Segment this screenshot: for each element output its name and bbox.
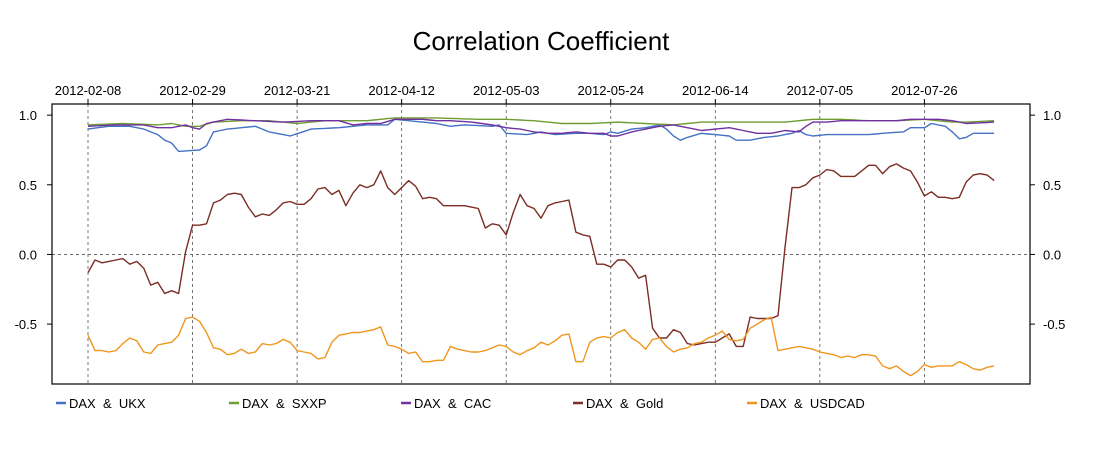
x-tick-label: 2012-07-05 bbox=[787, 83, 854, 98]
y-tick-label-right: -0.5 bbox=[1043, 317, 1065, 332]
y-tick-label-right: 0.5 bbox=[1043, 178, 1061, 193]
y-tick-label-left: 0.0 bbox=[19, 247, 37, 262]
plot-frame bbox=[51, 103, 1031, 385]
x-tick-label: 2012-02-08 bbox=[55, 83, 122, 98]
series-line bbox=[87, 163, 995, 348]
y-tick-label-left: 0.5 bbox=[19, 178, 37, 193]
y-tick-label-left: 1.0 bbox=[19, 108, 37, 123]
legend-label: DAX & UKX bbox=[69, 396, 146, 411]
y-axis-ticks: 1.0 1.0 0.5 0.5 0.0 0.0 -0.5 -0.5 bbox=[15, 108, 1066, 332]
series-line bbox=[87, 118, 995, 153]
legend-label: DAX & Gold bbox=[586, 396, 663, 411]
x-tick-label: 2012-05-24 bbox=[578, 83, 645, 98]
legend-label: DAX & CAC bbox=[414, 396, 491, 411]
series-line bbox=[87, 117, 995, 128]
legend-label: DAX & SXXP bbox=[242, 396, 327, 411]
legend-label: DAX & USDCAD bbox=[760, 396, 865, 411]
x-tick-label: 2012-03-21 bbox=[264, 83, 331, 98]
series-lines bbox=[87, 117, 995, 377]
x-tick-label: 2012-06-14 bbox=[682, 83, 749, 98]
series-line bbox=[87, 118, 995, 137]
x-tick-label: 2012-02-29 bbox=[159, 83, 226, 98]
x-tick-label: 2012-07-26 bbox=[891, 83, 958, 98]
x-axis-ticks: 2012-02-08 2012-02-29 2012-03-21 2012-04-12… bbox=[55, 83, 958, 104]
x-tick-label: 2012-04-12 bbox=[368, 83, 435, 98]
y-tick-label-right: 1.0 bbox=[1043, 108, 1061, 123]
x-tick-label: 2012-05-03 bbox=[473, 83, 540, 98]
grid-lines bbox=[52, 104, 1030, 384]
y-tick-label-left: -0.5 bbox=[15, 317, 37, 332]
legend: DAX & UKX DAX & SXXP DAX & CAC DAX & Gold DA… bbox=[56, 396, 865, 411]
chart-title: Correlation Coefficient bbox=[413, 26, 671, 56]
series-line bbox=[87, 316, 995, 377]
y-tick-label-right: 0.0 bbox=[1043, 247, 1061, 262]
